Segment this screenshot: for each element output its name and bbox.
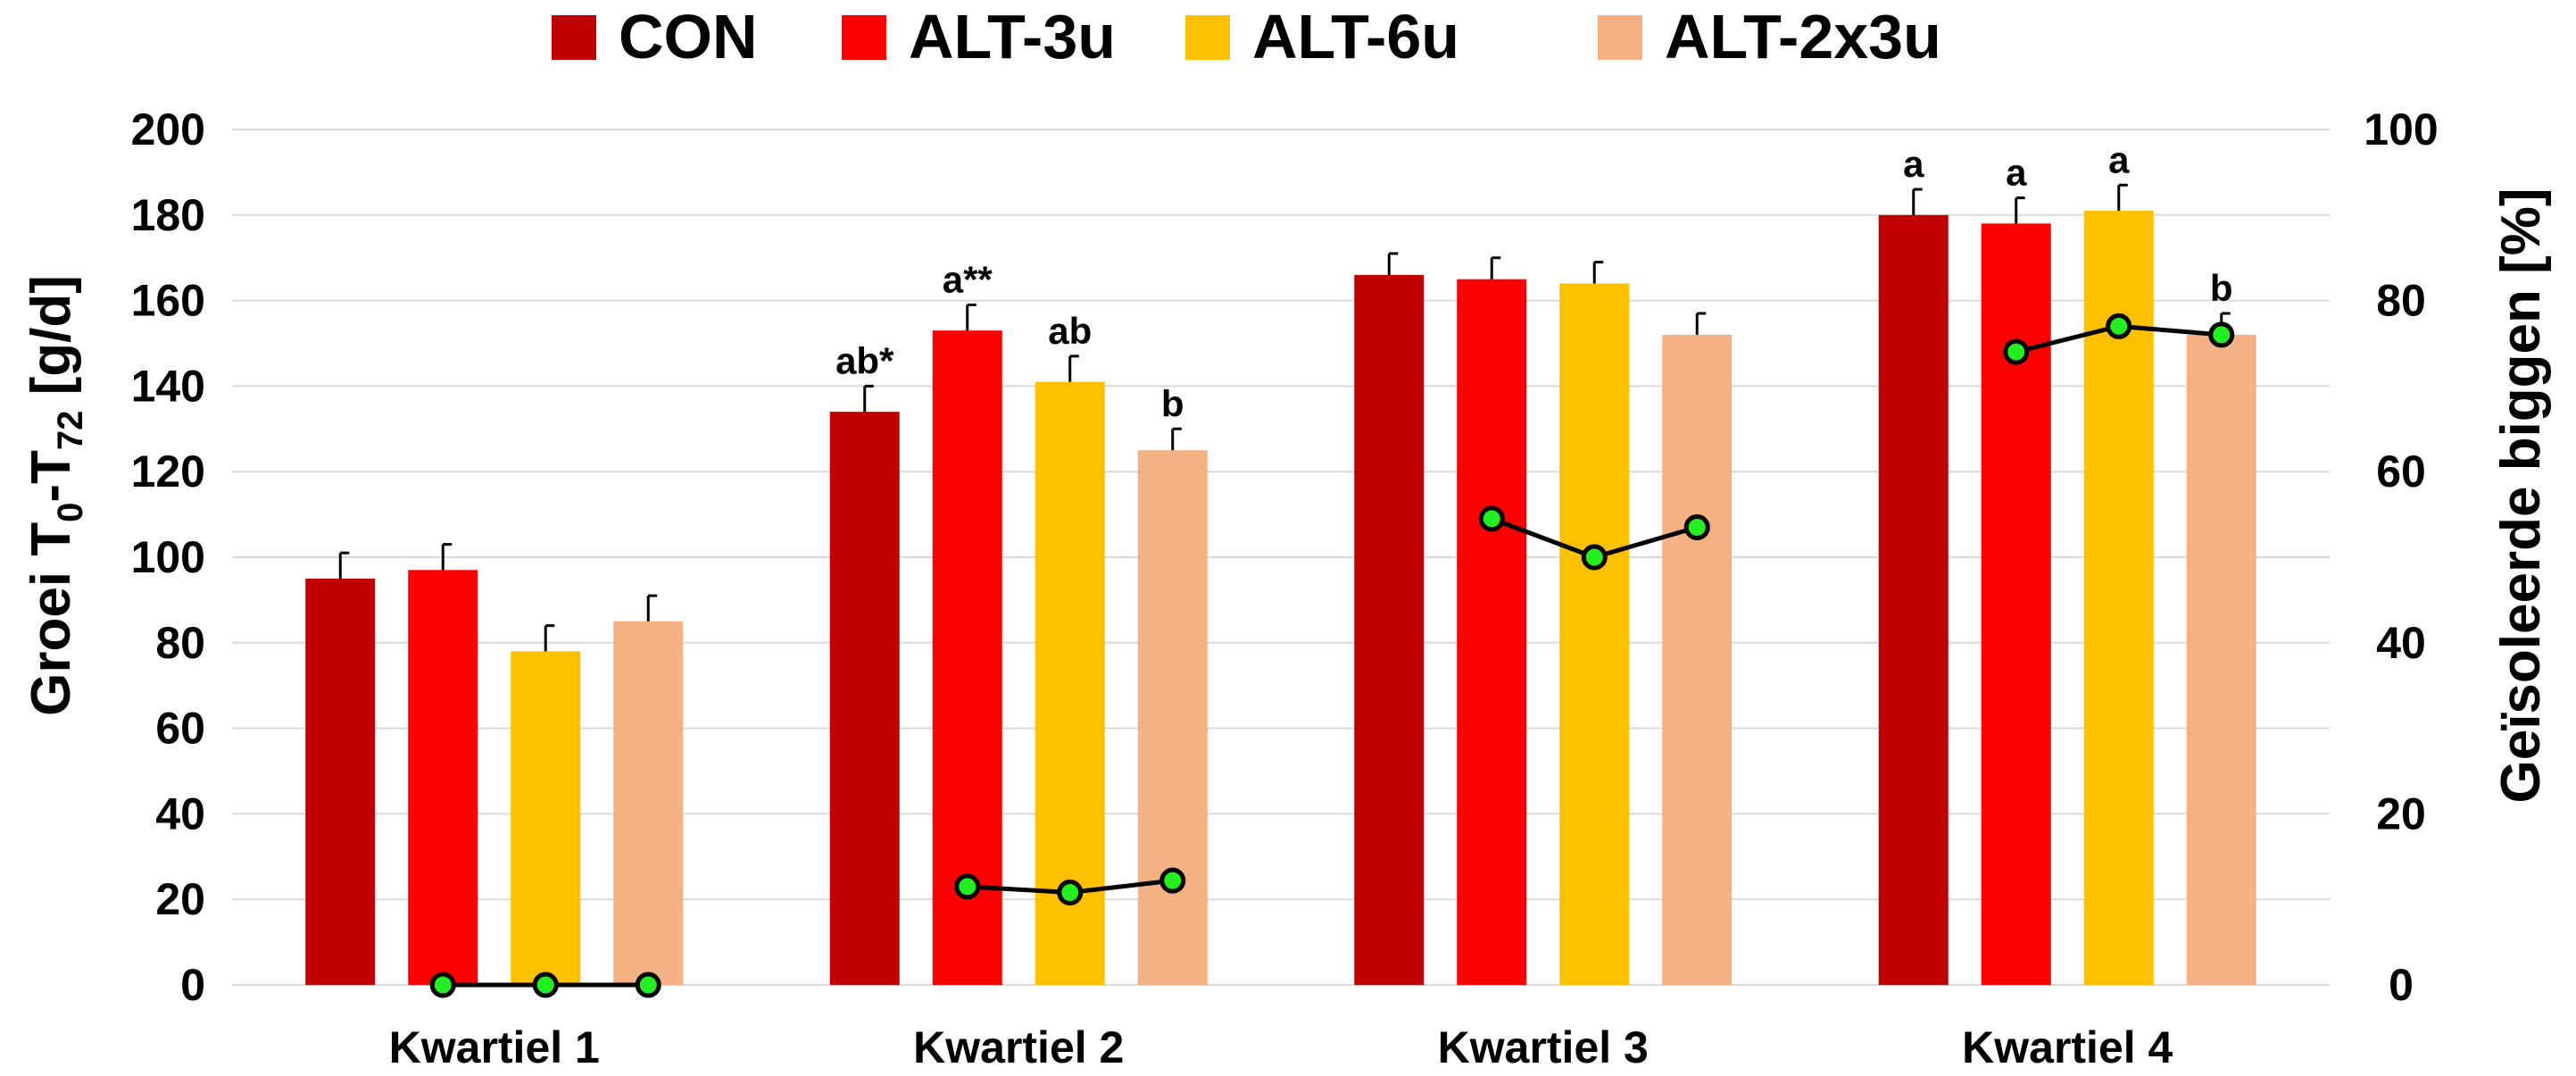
legend-swatch [842, 15, 886, 60]
y2-tick-label: 20 [2376, 788, 2426, 838]
legend-label: CON [619, 2, 758, 71]
significance-label: b [2210, 267, 2233, 309]
y-tick-label: 40 [155, 788, 205, 838]
y2-tick-label: 100 [2364, 104, 2438, 154]
bars [305, 211, 2256, 986]
bar [1981, 223, 2051, 985]
legend-swatch [1598, 15, 1642, 60]
category-label: Kwartiel 3 [1438, 1022, 1649, 1072]
left-axis-ticks: 0 20 40 60 80 100 120 140 160 180 200 [131, 104, 205, 1010]
isolated-piglets-marker [635, 972, 661, 998]
legend-label: ALT-3u [909, 2, 1116, 71]
isolated-piglets-marker [532, 972, 559, 998]
isolated-piglets-marker [429, 972, 456, 998]
bar [408, 570, 478, 985]
y-tick-label: 180 [131, 190, 205, 240]
isolated-piglets-lines [443, 323, 2222, 988]
y2-tick-label: 0 [2389, 960, 2414, 1010]
significance-label: a** [943, 258, 993, 300]
category-label: Kwartiel 4 [1962, 1022, 2173, 1072]
isolated-piglets-marker [1683, 513, 1710, 540]
bar [2083, 211, 2154, 985]
category-label: Kwartiel 2 [913, 1022, 1124, 1072]
legend-swatch [1185, 15, 1230, 60]
bar [1457, 279, 1527, 985]
bar [511, 651, 581, 985]
bar [1878, 214, 1949, 986]
isolated-piglets-marker [2003, 338, 2030, 365]
y-tick-label: 160 [131, 276, 205, 326]
isolated-piglets-marker [2106, 313, 2132, 339]
y-tick-label: 100 [131, 532, 205, 582]
isolated-piglets-marker [1581, 544, 1608, 571]
bar [829, 412, 900, 985]
y2-tick-label: 40 [2376, 618, 2426, 668]
legend-label: ALT-6u [1252, 2, 1459, 71]
bar [2186, 334, 2256, 985]
gridlines [232, 129, 2330, 986]
right-axis-ticks: 0 20 40 60 80 100 [2364, 104, 2438, 1010]
significance-label: a [1903, 143, 1924, 185]
y-tick-label: 60 [155, 704, 205, 754]
significance-label: b [1161, 382, 1184, 424]
bar [613, 621, 684, 985]
isolated-piglets-markers [429, 313, 2235, 998]
category-label: Kwartiel 1 [389, 1022, 600, 1072]
y2-axis-title: Geïsoleerde biggen [%] [2490, 188, 2552, 803]
bar [1137, 450, 1208, 985]
isolated-piglets-marker [1057, 880, 1084, 906]
y-tick-label: 80 [155, 618, 205, 668]
significance-label: ab* [835, 339, 894, 381]
isolated-piglets-marker [1478, 505, 1505, 532]
significance-label: a [2006, 152, 2027, 194]
significance-label: a [2108, 138, 2130, 180]
y2-tick-label: 80 [2376, 276, 2426, 326]
legend-label: ALT-2x3u [1665, 2, 1941, 71]
bar [1662, 334, 1733, 985]
isolated-piglets-marker [1159, 867, 1186, 894]
y-axis-title: Groei T0-T72 [g/d] [21, 275, 90, 716]
isolated-piglets-marker [954, 873, 981, 900]
bar [1354, 274, 1425, 985]
category-labels: Kwartiel 1 Kwartiel 2 Kwartiel 3 Kwartiel 4 [389, 1022, 2173, 1072]
significance-label: ab [1048, 310, 1092, 352]
y2-tick-label: 60 [2376, 446, 2426, 496]
y-tick-label: 140 [131, 361, 205, 411]
bar [305, 578, 376, 985]
y-tick-label: 0 [180, 960, 205, 1010]
isolated-piglets-marker [2208, 321, 2235, 348]
y-tick-label: 20 [155, 874, 205, 924]
legend-swatch [552, 15, 596, 60]
y-tick-label: 200 [131, 104, 205, 154]
bar [1559, 283, 1630, 985]
legend: CON ALT-3u ALT-6u ALT-2x3u [552, 2, 1941, 71]
y-tick-label: 120 [131, 446, 205, 496]
